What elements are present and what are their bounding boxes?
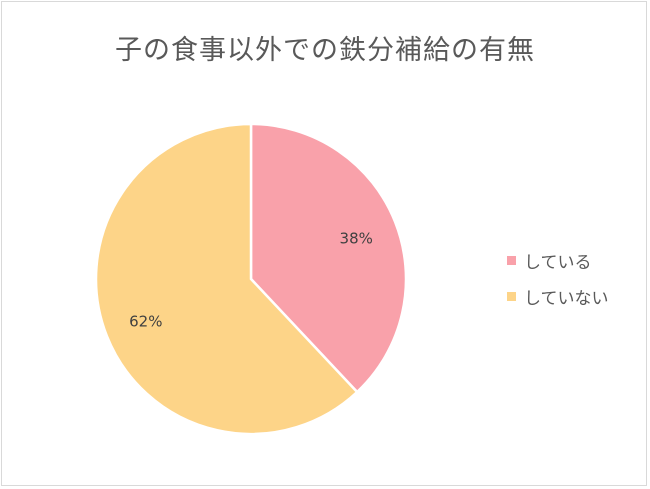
pie-slice-shiteinai [94,122,359,436]
data-label-shiteiru: 38% [340,229,373,247]
legend-swatch-shiteiru [507,255,516,265]
chart-title: 子の食事以外での鉄分補給の有無 [115,35,535,66]
legend-label-shiteinai: していない [524,288,609,309]
legend-label-shiteiru: している [524,252,592,273]
data-label-shiteinai: 62% [129,313,162,331]
pie-slice-shiteiru [249,122,408,394]
legend-swatch-shiteinai [507,291,516,301]
legend-item-shiteiru: している [507,247,609,273]
legend: している していない [507,247,609,319]
legend-item-shiteinai: していない [507,283,609,309]
